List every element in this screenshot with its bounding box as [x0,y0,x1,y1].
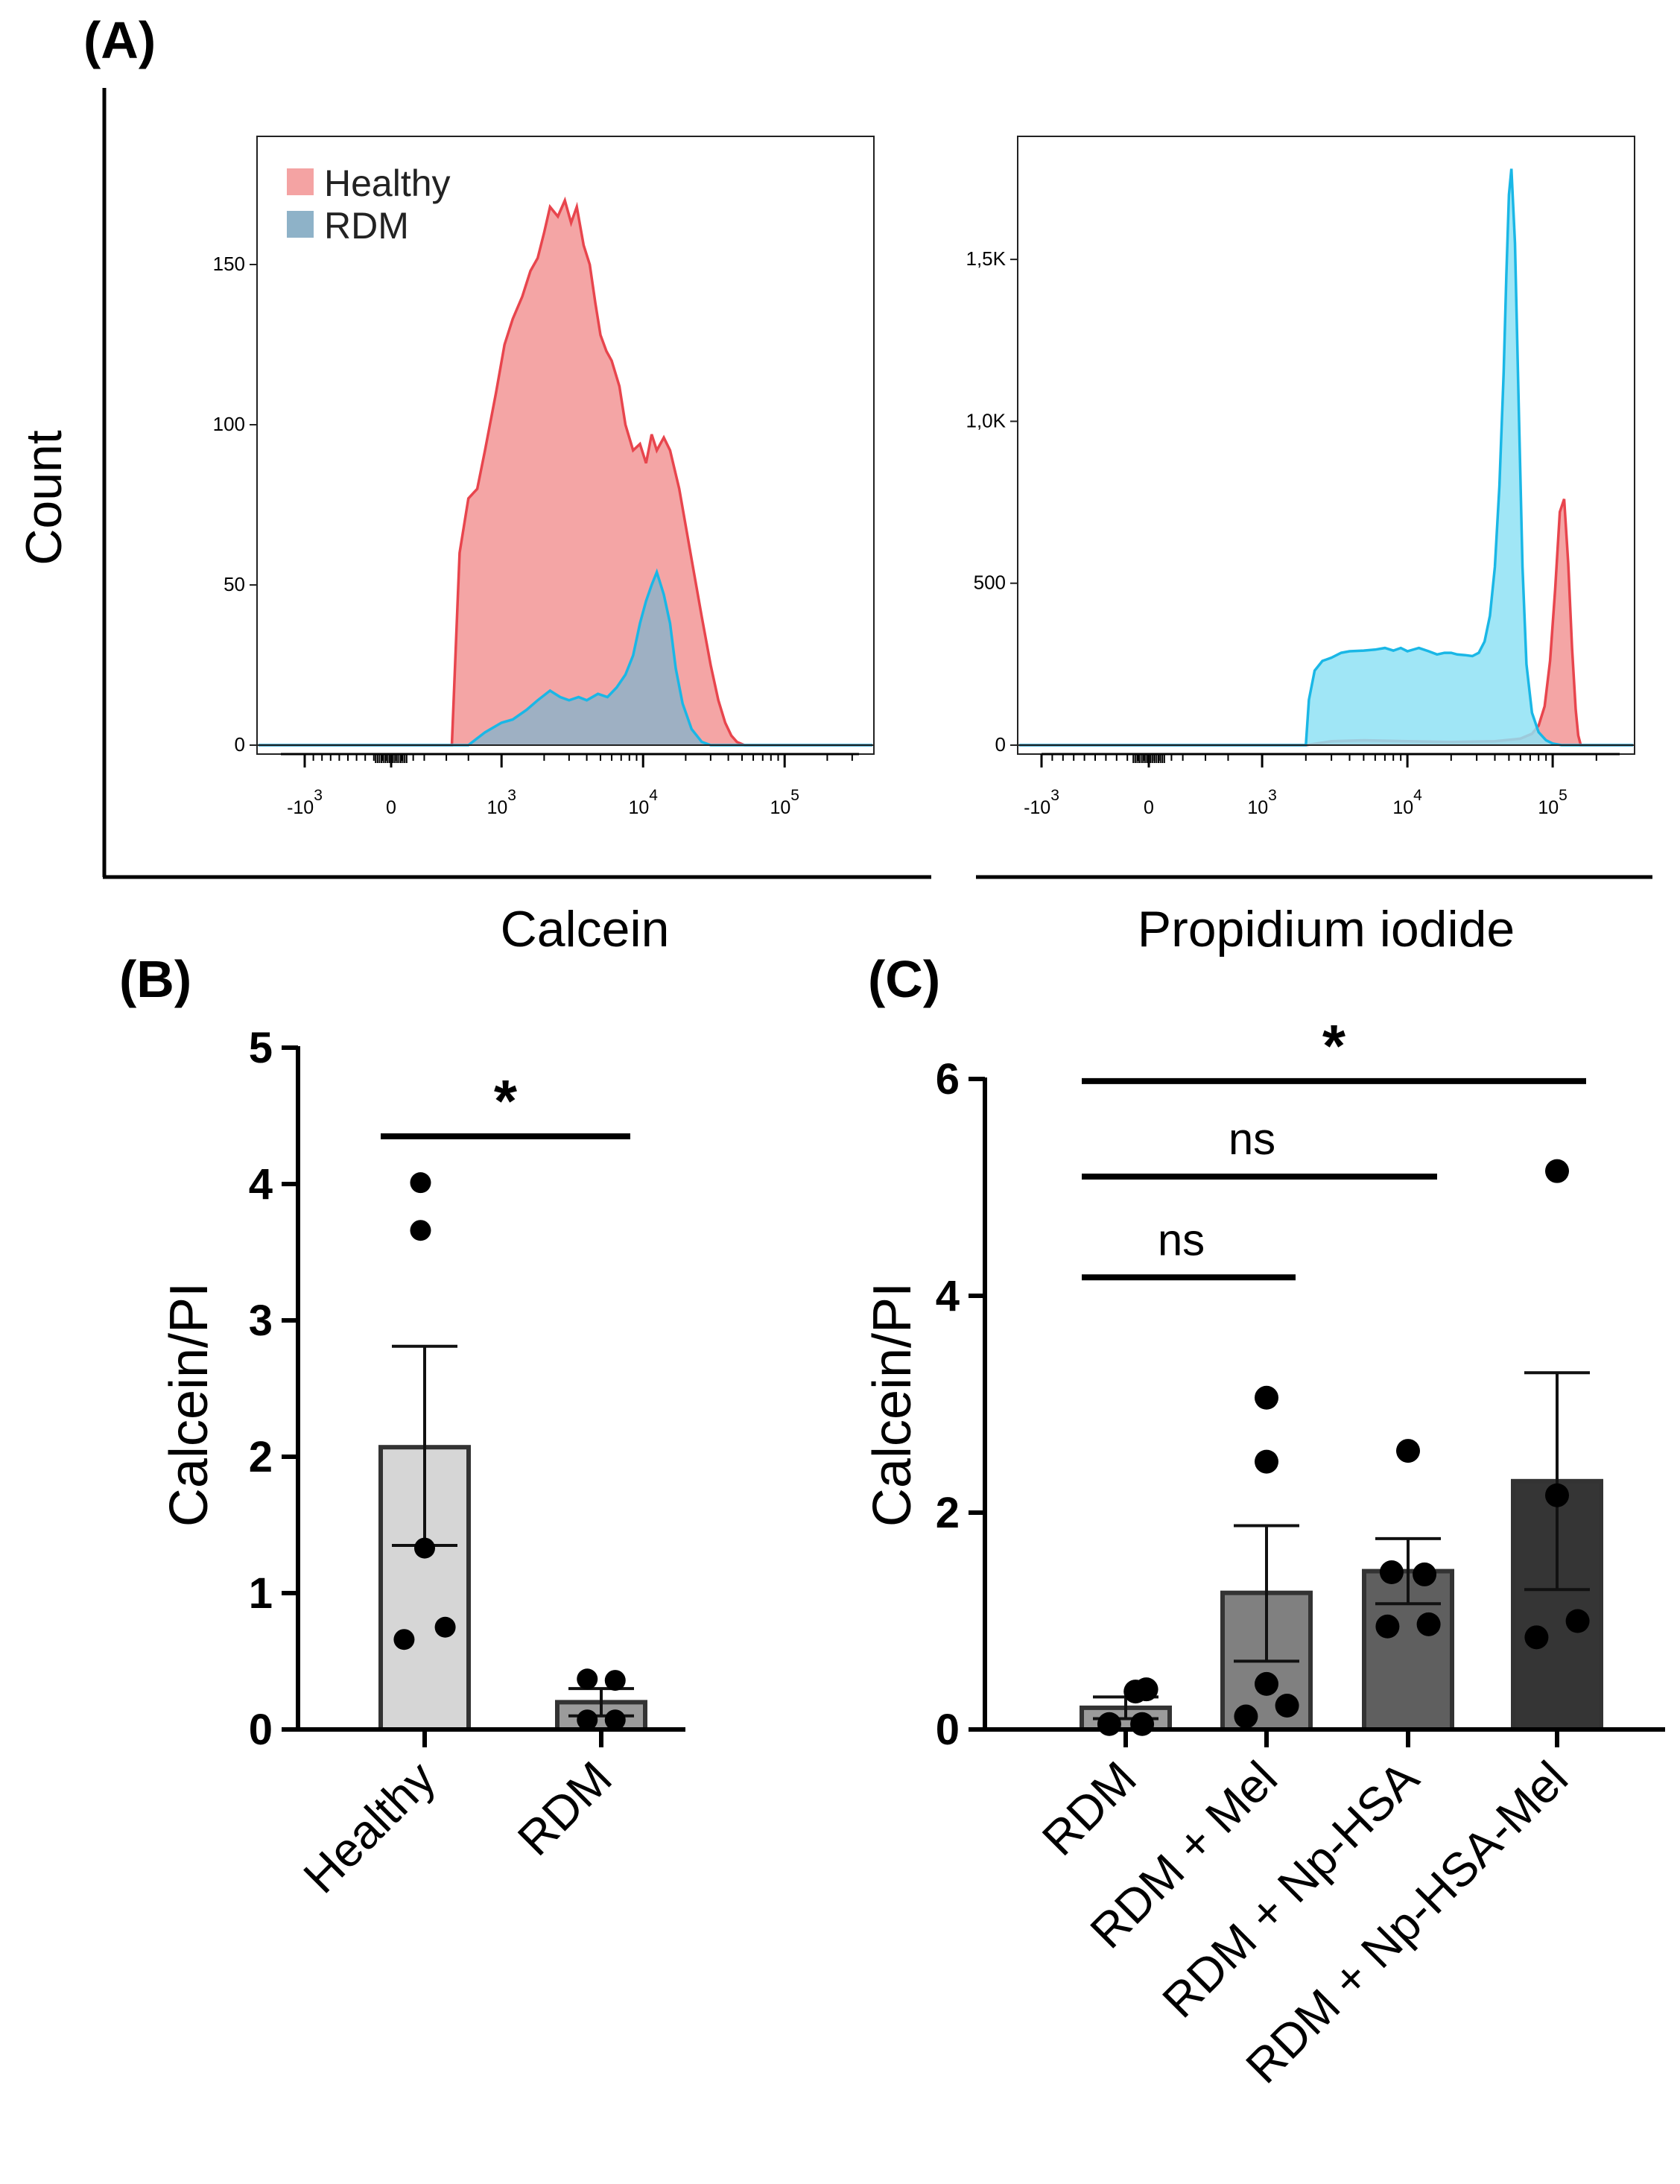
panel-c-label: (C) [868,950,940,1008]
panel-a-label: (A) [83,11,156,69]
y-tick-label: 1,5K [966,247,1007,270]
panel-b-bar-chart: Calcein/PI 0 1 2 3 4 5 Healthy RDM * [159,1024,685,1903]
x-tick-label: 0 [386,797,396,818]
legend: Healthy RDM [287,162,451,247]
y-tick-label: 6 [936,1055,960,1104]
panel-a: Count Calcein Propidium iodide 0 50 100 150… [16,88,1652,958]
y-tick-label: 2 [936,1489,960,1537]
legend-swatch-rdm [287,211,314,238]
histogram-line-rdm [259,568,872,747]
legend-swatch-healthy [287,168,314,195]
data-point-rdm-np-hsa-mel [1545,1159,1569,1183]
data-point-rdm-mel [1255,1385,1278,1410]
data-point-rdm-np-hsa-mel [1524,1625,1549,1650]
data-point-rdm [604,1709,626,1731]
data-point-rdm-mel [1255,1449,1278,1474]
category-label-healthy: Healthy [294,1751,446,1903]
category-label-rdm: RDM [1032,1751,1147,1866]
data-point-rdm-np-hsa [1375,1614,1400,1639]
y-tick-label: 1 [249,1569,273,1618]
data-point-rdm-mel [1275,1693,1299,1718]
significance-label: ns [1158,1215,1205,1264]
y-tick-label: 4 [249,1160,273,1209]
x-tick-label: 104 [628,787,658,818]
x-tick-label: 105 [770,787,799,818]
y-tick-label: 2 [249,1433,273,1481]
y-tick-label: 100 [213,413,245,435]
data-point-healthy [393,1629,415,1650]
calcein-histogram: 0 50 100 150 -103 0 103 104 105 Healthy RDM [213,136,875,818]
data-point-healthy [410,1220,431,1241]
y-tick-label: 0 [249,1706,273,1754]
x-tick-label: -103 [1024,787,1059,818]
x-tick-label: 105 [1538,787,1568,818]
x-tick-label: 104 [1392,787,1422,818]
category-label-rdm: RDM [507,1751,622,1866]
x-tick-label: 103 [486,787,516,818]
significance-label: * [494,1068,518,1134]
x-tick-label: -103 [287,787,323,818]
data-point-rdm [577,1709,598,1731]
legend-label-healthy: Healthy [324,162,451,204]
y-tick-label: 1,0K [966,409,1007,431]
data-point-rdm-mel [1234,1704,1258,1729]
calcein-axis-label: Calcein [501,901,670,958]
data-point-rdm-np-hsa [1413,1562,1437,1586]
data-point-healthy [410,1172,431,1194]
y-tick-label: 150 [213,253,245,275]
y-tick-label: 0 [235,733,245,756]
histogram-fill-healthy [259,200,872,745]
panel-c-y-axis-label: Calcein/PI [863,1282,922,1527]
legend-label-rdm: RDM [324,205,409,247]
data-point-rdm-np-hsa-mel [1565,1609,1590,1633]
data-point-rdm [577,1668,598,1690]
data-point-rdm-np-hsa [1379,1560,1404,1585]
count-axis-label: Count [16,430,72,566]
x-tick-label: 103 [1247,787,1277,818]
data-point-healthy [414,1537,435,1559]
histogram-fill-rdm [259,572,872,745]
histogram-line-healthy [259,196,872,747]
data-point-rdm-np-hsa [1416,1612,1441,1636]
x-tick-label: 0 [1144,797,1154,818]
histogram-fill-healthy [1019,498,1633,745]
panel-b-y-axis-label: Calcein/PI [159,1282,219,1527]
y-tick-label: 3 [249,1297,273,1345]
data-point-rdm-mel [1255,1671,1278,1696]
y-tick-label: 0 [936,1706,960,1754]
data-point-rdm [1134,1677,1158,1702]
data-point-rdm [1097,1712,1121,1736]
histogram-line-rdm [1019,168,1633,747]
significance-label: * [1322,1013,1346,1079]
propidium-iodide-axis-label: Propidium iodide [1138,901,1515,958]
data-point-rdm-np-hsa [1396,1439,1420,1463]
data-point-rdm [1130,1712,1155,1736]
panel-b-label: (B) [119,950,191,1008]
y-tick-label: 50 [224,573,245,595]
y-tick-label: 5 [249,1024,273,1072]
data-point-rdm-np-hsa-mel [1545,1483,1569,1507]
significance-label: ns [1229,1114,1275,1164]
histogram-fill-rdm [1019,168,1633,745]
data-point-healthy [434,1616,456,1638]
category-label-rdm-np-hsa: RDM + Np-HSA [1152,1751,1429,2028]
y-tick-label: 0 [995,733,1006,756]
propidium-iodide-histogram: 0 500 1,0K 1,5K -103 0 103 104 105 [966,136,1635,818]
y-tick-label: 500 [974,572,1006,594]
y-tick-label: 4 [936,1272,960,1320]
data-point-rdm [604,1670,626,1691]
